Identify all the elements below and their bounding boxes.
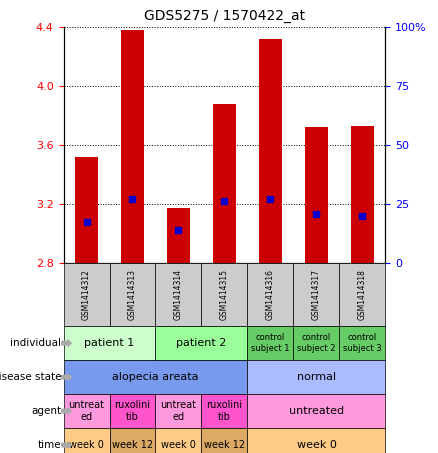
Text: ruxolini
tib: ruxolini tib — [114, 400, 151, 422]
Text: GSM1414317: GSM1414317 — [312, 269, 321, 320]
Text: patient 1: patient 1 — [85, 338, 134, 348]
Text: control
subject 2: control subject 2 — [297, 333, 336, 353]
Bar — [259, 39, 282, 263]
Title: GDS5275 / 1570422_at: GDS5275 / 1570422_at — [144, 10, 305, 24]
Text: time: time — [38, 440, 61, 450]
Text: week 12: week 12 — [204, 440, 245, 450]
Bar — [121, 30, 144, 263]
Text: normal: normal — [297, 372, 336, 382]
Text: alopecia areata: alopecia areata — [112, 372, 199, 382]
Text: control
subject 3: control subject 3 — [343, 333, 382, 353]
Text: individual: individual — [11, 338, 61, 348]
Text: control
subject 1: control subject 1 — [251, 333, 290, 353]
Bar — [213, 104, 236, 263]
Text: GSM1414316: GSM1414316 — [266, 269, 275, 320]
Text: untreat
ed: untreat ed — [68, 400, 105, 422]
Bar — [167, 208, 190, 263]
Text: agent: agent — [31, 406, 61, 416]
Text: patient 2: patient 2 — [176, 338, 227, 348]
Text: untreat
ed: untreat ed — [160, 400, 197, 422]
Text: week 0: week 0 — [161, 440, 196, 450]
Text: GSM1414313: GSM1414313 — [128, 269, 137, 320]
Bar — [75, 157, 98, 263]
Text: GSM1414315: GSM1414315 — [220, 269, 229, 320]
Text: disease state: disease state — [0, 372, 61, 382]
Text: week 12: week 12 — [112, 440, 153, 450]
Text: GSM1414318: GSM1414318 — [358, 269, 367, 320]
Text: GSM1414314: GSM1414314 — [174, 269, 183, 320]
Text: untreated: untreated — [289, 406, 344, 416]
Text: GSM1414312: GSM1414312 — [82, 269, 91, 320]
Text: week 0: week 0 — [69, 440, 104, 450]
Text: week 0: week 0 — [297, 440, 336, 450]
Bar — [305, 127, 328, 263]
Bar — [351, 126, 374, 263]
Text: ruxolini
tib: ruxolini tib — [206, 400, 243, 422]
